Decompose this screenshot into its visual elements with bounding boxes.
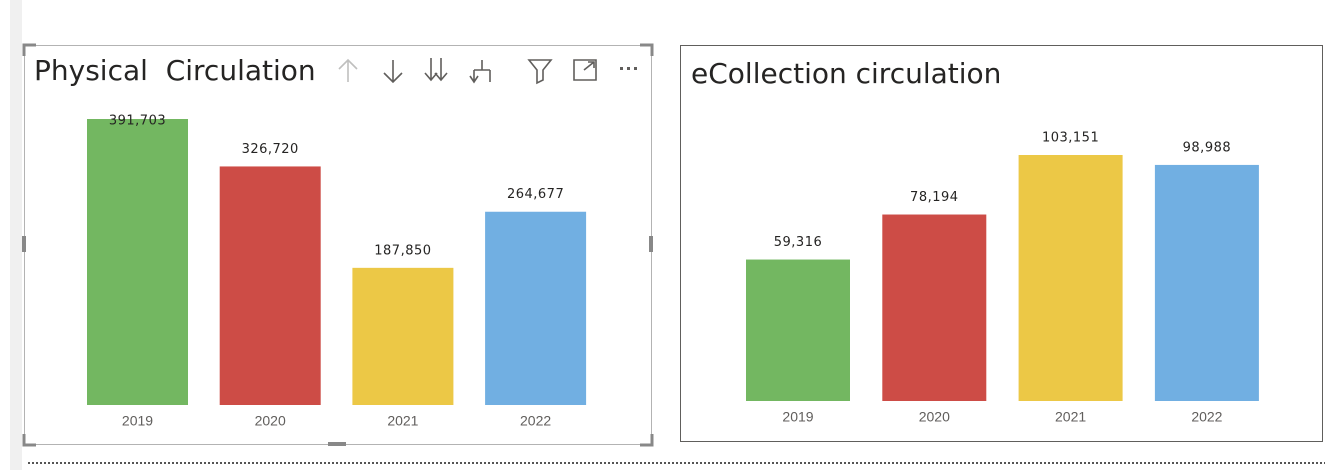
bar (219, 166, 321, 405)
data-label: 326,720 (242, 142, 299, 157)
x-tick-label: 2022 (520, 413, 551, 429)
resize-handle[interactable] (22, 236, 26, 252)
resize-handle[interactable] (649, 236, 653, 252)
x-tick-label: 2020 (919, 409, 950, 425)
resize-handle[interactable] (328, 442, 346, 446)
filter-icon[interactable] (527, 59, 553, 85)
data-label: 78,194 (910, 190, 959, 205)
x-tick-label: 2021 (387, 413, 418, 429)
chart-title: eCollection circulation (691, 57, 1001, 90)
drill-down-icon[interactable] (383, 60, 403, 84)
corner-handles (22, 43, 654, 447)
focus-mode-icon[interactable] (573, 59, 597, 81)
more-options-icon[interactable] (620, 67, 637, 70)
data-label: 391,703 (109, 114, 166, 129)
data-label: 187,850 (374, 243, 431, 258)
x-tick-label: 2019 (122, 413, 153, 429)
data-label: 264,677 (507, 187, 564, 202)
side-strip (10, 0, 22, 470)
bar (87, 119, 188, 405)
expand-icon[interactable] (469, 60, 491, 84)
x-tick-label: 2022 (1191, 409, 1222, 425)
x-tick-label: 2021 (1055, 409, 1086, 425)
x-tick-label: 2019 (782, 409, 813, 425)
bar (882, 214, 987, 401)
bar (352, 267, 454, 405)
drill-up-icon[interactable] (338, 58, 358, 82)
visual-toolbar (338, 58, 637, 85)
x-tick-label: 2020 (255, 413, 286, 429)
chart-title: Physical Circulation (34, 54, 316, 87)
bar (485, 211, 587, 405)
bar (1018, 155, 1123, 401)
data-label: 98,988 (1183, 140, 1232, 155)
data-label: 103,151 (1042, 131, 1099, 146)
data-label: 59,316 (774, 235, 823, 250)
bar (746, 259, 850, 401)
bar (1154, 164, 1259, 401)
next-level-icon[interactable] (424, 58, 448, 82)
